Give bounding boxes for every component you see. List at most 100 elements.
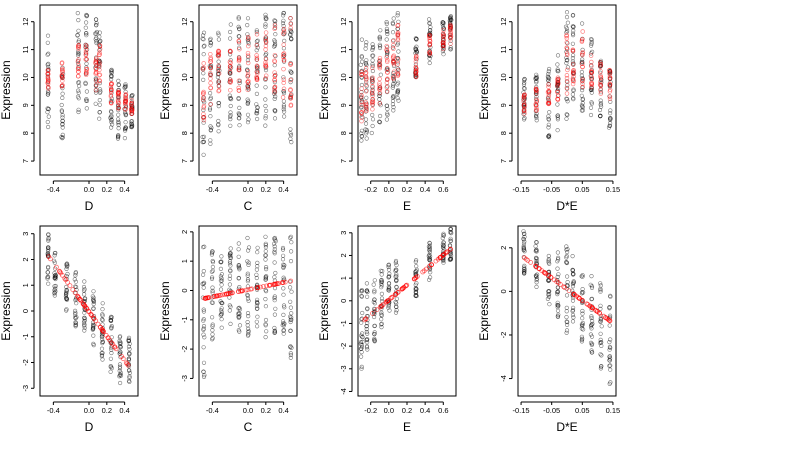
observed-point [393, 310, 399, 315]
observed-point [109, 117, 114, 123]
observed-point [384, 117, 390, 122]
observed-point [384, 26, 390, 32]
observed-point [255, 116, 260, 122]
y-tick-label: 2 [21, 257, 30, 261]
observed-point [571, 315, 576, 320]
observed-point [364, 88, 369, 93]
y-tick-label: 7 [21, 159, 30, 163]
observed-point [272, 312, 278, 317]
observed-point [289, 311, 294, 316]
observed-point [427, 20, 432, 26]
fitted-point [448, 23, 453, 29]
fitted-point [598, 69, 603, 74]
observed-point [129, 121, 134, 126]
fitted-point [216, 53, 221, 58]
observed-point [289, 240, 294, 245]
observed-point [84, 31, 89, 36]
fitted-point [216, 84, 222, 89]
observed-point [228, 29, 233, 35]
observed-point [359, 320, 364, 325]
fitted-point [254, 32, 260, 37]
observed-point [598, 331, 603, 336]
observed-point [219, 254, 224, 259]
fitted-point [413, 56, 419, 61]
observed-point [555, 67, 560, 72]
observed-point [589, 348, 594, 353]
observed-point [116, 119, 121, 124]
fitted-point [72, 290, 78, 296]
fitted-point [123, 100, 128, 106]
observed-point [564, 260, 569, 265]
fitted-point [427, 38, 433, 44]
panel-5: -0.4 0.0 0.2 0.4 D -3 -2 -1 0 1 2 3 Expression [0, 225, 139, 434]
observed-point [608, 367, 613, 372]
fitted-point [254, 64, 260, 70]
observed-point [76, 88, 81, 93]
observed-point [394, 272, 399, 277]
observed-point [281, 32, 286, 37]
observed-point [598, 337, 603, 343]
observed-point [83, 81, 88, 86]
observed-point [555, 128, 560, 133]
observed-point [378, 268, 383, 273]
fitted-point [237, 46, 242, 52]
observed-point [245, 16, 251, 21]
observed-point [127, 379, 132, 385]
x-tick-label: 0.4 [420, 185, 430, 194]
observed-points [358, 226, 454, 371]
fitted-point [521, 92, 527, 98]
fitted-point [401, 284, 407, 290]
fitted-point [288, 103, 294, 108]
observed-point [280, 257, 286, 262]
observed-point [91, 333, 96, 338]
observed-point [359, 366, 364, 371]
fitted-point [245, 87, 250, 92]
fitted-point [377, 304, 383, 310]
observed-point [579, 103, 585, 108]
observed-point [427, 255, 432, 260]
fitted-point [607, 82, 613, 87]
fitted-point [288, 95, 294, 101]
observed-point [564, 322, 570, 328]
y-tick-label: 2 [180, 230, 189, 234]
fitted-point [370, 65, 375, 71]
observed-point [370, 117, 376, 122]
observed-points [521, 229, 613, 387]
observed-point [75, 11, 80, 16]
observed-point [91, 299, 96, 304]
fitted-point [57, 269, 63, 275]
fitted-point [546, 82, 551, 87]
observed-point [93, 90, 99, 95]
observed-point [379, 322, 384, 327]
observed-point [414, 44, 419, 49]
fitted-point [272, 281, 278, 287]
observed-point [521, 229, 526, 234]
fitted-point [598, 62, 603, 67]
observed-point [108, 356, 113, 361]
observed-point [219, 272, 224, 277]
observed-point [201, 30, 207, 35]
observed-point [127, 368, 132, 373]
observed-point [246, 314, 251, 319]
y-axis-title: Expression [0, 60, 13, 119]
observed-point [210, 275, 215, 280]
fitted-point [521, 94, 526, 100]
fitted-point [84, 67, 89, 72]
fitted-point [245, 34, 251, 40]
fitted-point [225, 291, 231, 297]
fitted-point [75, 66, 81, 71]
observed-point [273, 32, 278, 37]
observed-point [598, 288, 603, 293]
observed-point [288, 32, 293, 38]
fitted-point [228, 49, 233, 54]
observed-point [598, 104, 604, 109]
observed-point [521, 248, 526, 253]
fitted-point [370, 310, 375, 316]
observed-point [360, 331, 365, 336]
y-tick-label: 3 [339, 231, 348, 235]
fitted-point [377, 76, 382, 82]
observed-point [448, 251, 453, 256]
fitted-point [441, 33, 446, 39]
y-tick-label: 0 [339, 299, 348, 303]
y-axis: -4 -3 -2 -1 0 1 2 3 Expression [317, 231, 353, 395]
